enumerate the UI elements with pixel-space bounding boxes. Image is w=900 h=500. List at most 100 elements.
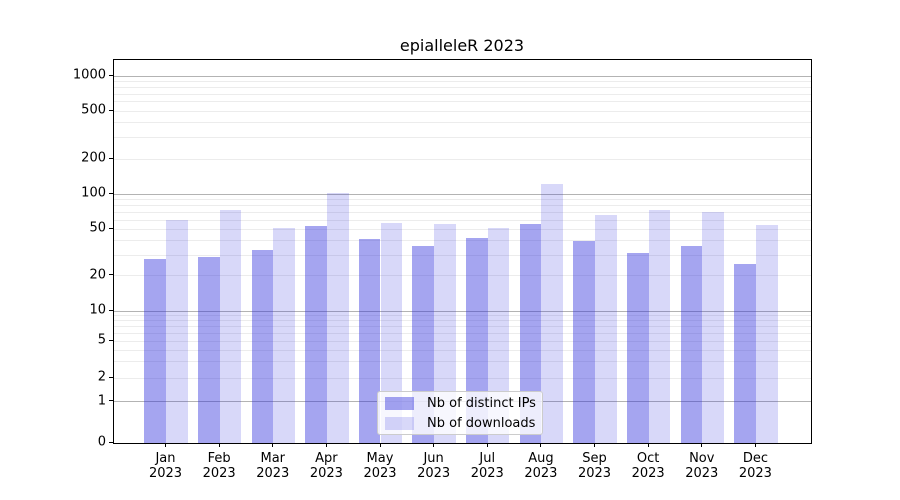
y-tick-label: 200 xyxy=(81,150,106,166)
y-tick-label: 5 xyxy=(97,332,106,348)
legend-item-distinct-ips: Nb of distinct IPs xyxy=(385,395,542,412)
x-tick-mark xyxy=(540,443,542,447)
x-tick-mark xyxy=(325,443,327,447)
y-tick-mark xyxy=(109,157,113,159)
y-tick-label: 20 xyxy=(89,267,106,282)
y-tick-mark xyxy=(109,109,113,111)
x-tick-label-feb: Feb 2023 xyxy=(202,451,236,481)
x-tick-mark xyxy=(647,443,649,447)
y-tick-mark xyxy=(109,274,113,275)
bar-downloads-oct xyxy=(648,209,671,443)
y-tick-label: 2 xyxy=(97,369,106,385)
y-tick-label: 10 xyxy=(89,302,106,318)
bar-downloads-apr xyxy=(326,192,349,443)
y-tick-mark xyxy=(109,376,113,378)
bar-distinct-ips-sep xyxy=(573,240,595,443)
x-tick-mark xyxy=(701,443,703,447)
legend-label-downloads: Nb of downloads xyxy=(427,415,536,431)
bar-distinct-ips-may xyxy=(358,239,381,443)
x-tick-label-sep: Sep 2023 xyxy=(577,451,612,481)
x-tick-mark xyxy=(594,443,596,447)
bar-downloads-aug xyxy=(541,184,564,443)
x-tick-label-jun: Jun 2023 xyxy=(417,451,451,481)
y-tick-mark xyxy=(109,192,113,194)
bar-downloads-dec xyxy=(755,225,778,443)
gridline-minor xyxy=(114,254,811,256)
bar-distinct-ips-nov xyxy=(680,245,703,443)
bar-distinct-ips-aug xyxy=(519,223,542,443)
x-tick-label-dec: Dec 2023 xyxy=(738,451,772,481)
gridline-minor xyxy=(114,349,811,351)
gridline-minor xyxy=(114,315,811,317)
x-tick-mark xyxy=(433,443,435,447)
bar-downloads-jan xyxy=(166,220,188,443)
gridline-minor xyxy=(114,158,811,160)
y-tick-mark xyxy=(109,227,113,229)
gridline-minor xyxy=(114,219,811,221)
x-tick-label-apr: Apr 2023 xyxy=(309,451,343,481)
gridline-major xyxy=(114,310,811,312)
legend: Nb of distinct IPs Nb of downloads xyxy=(377,391,543,435)
y-tick-mark xyxy=(109,339,113,341)
x-tick-label-oct: Oct 2023 xyxy=(631,451,665,481)
x-tick-label-jul: Jul 2023 xyxy=(470,451,504,481)
bar-downloads-jul xyxy=(487,228,510,443)
gridline-minor xyxy=(114,93,811,95)
x-tick-mark xyxy=(379,443,381,447)
bar-distinct-ips-oct xyxy=(626,253,649,443)
bar-distinct-ips-dec xyxy=(734,264,756,443)
gridline-minor xyxy=(114,110,811,112)
gridline-minor xyxy=(114,80,811,82)
y-tick-label: 100 xyxy=(81,185,106,201)
x-tick-mark xyxy=(218,443,220,447)
legend-swatch-distinct-ips xyxy=(385,396,414,410)
bar-distinct-ips-mar xyxy=(251,250,274,443)
bar-downloads-mar xyxy=(273,228,295,443)
x-tick-label-mar: Mar 2023 xyxy=(256,451,290,481)
gridline-minor xyxy=(114,240,811,242)
gridline-minor xyxy=(114,122,811,124)
x-tick-label-nov: Nov 2023 xyxy=(685,451,719,481)
bar-distinct-ips-jan xyxy=(144,258,166,443)
gridline-minor xyxy=(114,101,811,103)
y-tick-label: 50 xyxy=(89,220,106,236)
x-tick-label-jan: Jan 2023 xyxy=(148,451,183,481)
x-tick-mark xyxy=(486,443,488,447)
bar-downloads-sep xyxy=(595,214,617,443)
y-tick-mark xyxy=(109,74,113,76)
y-tick-mark xyxy=(109,309,113,311)
bar-downloads-nov xyxy=(702,212,724,443)
y-tick-label: 0 xyxy=(97,434,106,450)
x-tick-mark xyxy=(754,443,756,447)
gridline-minor xyxy=(114,205,811,207)
y-tick-mark xyxy=(109,400,113,402)
y-tick-label: 1000 xyxy=(72,67,106,83)
bar-distinct-ips-apr xyxy=(305,226,327,443)
gridline-minor xyxy=(114,211,811,213)
y-tick-mark xyxy=(109,441,113,443)
y-tick-label: 500 xyxy=(81,102,106,118)
bar-downloads-feb xyxy=(219,210,242,443)
gridline-minor xyxy=(114,325,811,327)
x-tick-label-aug: Aug 2023 xyxy=(524,451,558,481)
gridline-minor xyxy=(114,86,811,88)
gridline-major xyxy=(114,75,811,77)
gridline-minor xyxy=(114,332,811,334)
legend-swatch-downloads xyxy=(385,416,414,430)
x-tick-label-may: May 2023 xyxy=(363,451,397,481)
y-tick-label: 1 xyxy=(97,393,106,409)
gridline-minor xyxy=(114,377,811,379)
gridline-minor xyxy=(114,228,811,230)
chart-title: epialleleR 2023 xyxy=(399,36,525,55)
gridline-minor xyxy=(114,361,811,363)
gridline-minor xyxy=(114,275,811,277)
x-tick-mark xyxy=(165,443,166,447)
legend-label-distinct-ips: Nb of distinct IPs xyxy=(427,395,536,411)
gridline-minor xyxy=(114,137,811,139)
bar-downloads-may xyxy=(380,222,403,443)
bar-distinct-ips-feb xyxy=(197,256,220,443)
gridline-minor xyxy=(114,199,811,201)
plot-area xyxy=(113,59,812,444)
legend-item-downloads: Nb of downloads xyxy=(385,415,542,432)
